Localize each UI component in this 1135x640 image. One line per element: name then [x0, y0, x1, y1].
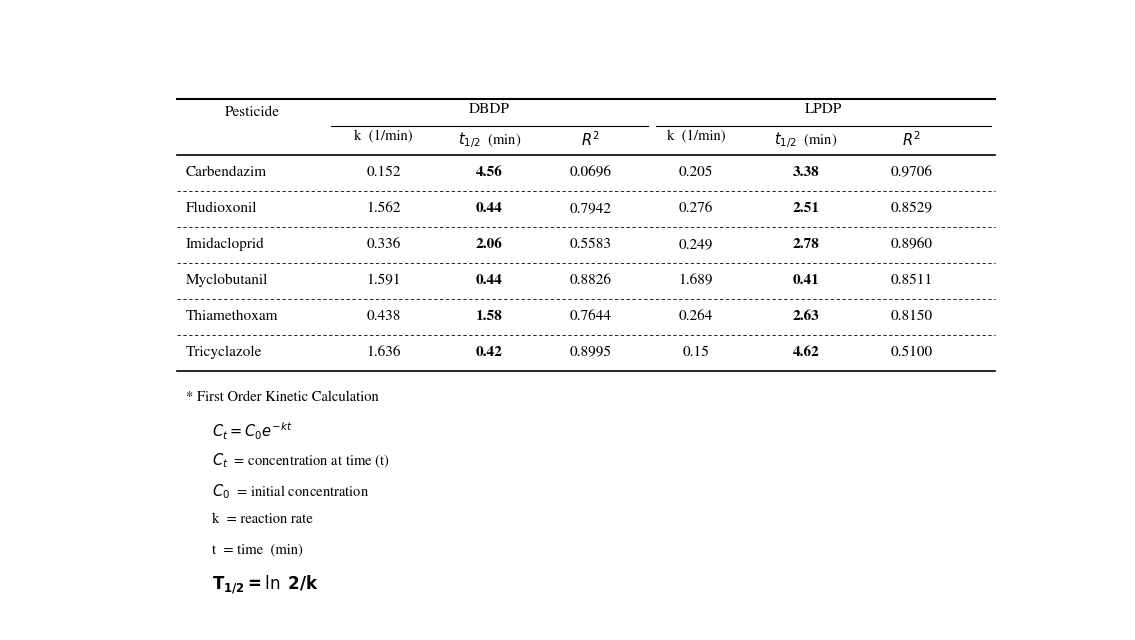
- Text: Imidacloprid: Imidacloprid: [186, 238, 264, 252]
- Text: 0.7942: 0.7942: [570, 202, 612, 215]
- Text: Myclobutanil: Myclobutanil: [186, 274, 268, 287]
- Text: $R^{2}$: $R^{2}$: [902, 130, 920, 148]
- Text: Carbendazim: Carbendazim: [186, 166, 267, 179]
- Text: * First Order Kinetic Calculation: * First Order Kinetic Calculation: [186, 390, 379, 404]
- Text: 0.438: 0.438: [367, 310, 401, 323]
- Text: 0.8529: 0.8529: [891, 202, 933, 215]
- Text: Tricyclazole: Tricyclazole: [186, 346, 262, 359]
- Text: 0.5100: 0.5100: [891, 346, 933, 359]
- Text: 0.249: 0.249: [679, 238, 713, 252]
- Text: $C_t = C_0 e^{-kt}$: $C_t = C_0 e^{-kt}$: [212, 420, 293, 442]
- Text: 0.0696: 0.0696: [570, 166, 612, 179]
- Text: k  = reaction rate: k = reaction rate: [212, 513, 313, 526]
- Text: 0.42: 0.42: [476, 346, 503, 359]
- Text: 0.5583: 0.5583: [570, 238, 612, 252]
- Text: 0.336: 0.336: [367, 238, 401, 252]
- Text: 0.8960: 0.8960: [891, 238, 933, 252]
- Text: 1.591: 1.591: [367, 274, 401, 287]
- Text: 0.41: 0.41: [792, 274, 819, 287]
- Text: DBDP: DBDP: [469, 103, 510, 116]
- Text: 2.63: 2.63: [792, 310, 819, 323]
- Text: k  (1/min): k (1/min): [354, 130, 413, 143]
- Text: 0.8511: 0.8511: [891, 274, 933, 287]
- Text: 4.56: 4.56: [476, 166, 503, 179]
- Text: LPDP: LPDP: [805, 103, 842, 116]
- Text: 1.562: 1.562: [367, 202, 401, 215]
- Text: Pesticide: Pesticide: [225, 106, 279, 119]
- Text: 0.8826: 0.8826: [570, 274, 612, 287]
- Text: t  = time  (min): t = time (min): [212, 543, 303, 556]
- Text: $C_t$  = concentration at time (t): $C_t$ = concentration at time (t): [212, 451, 390, 470]
- Text: $\mathbf{T_{1/2} = \ln\ 2/k}$: $\mathbf{T_{1/2} = \ln\ 2/k}$: [212, 573, 319, 596]
- Text: Thiamethoxam: Thiamethoxam: [186, 310, 278, 323]
- Text: 0.8150: 0.8150: [891, 310, 933, 323]
- Text: 0.44: 0.44: [476, 274, 503, 287]
- Text: $t_{1/2}$  (min): $t_{1/2}$ (min): [457, 130, 521, 150]
- Text: 2.51: 2.51: [792, 202, 819, 215]
- Text: 0.276: 0.276: [679, 202, 713, 215]
- Text: k  (1/min): k (1/min): [666, 130, 725, 143]
- Text: 2.78: 2.78: [792, 238, 819, 251]
- Text: Fludioxonil: Fludioxonil: [186, 202, 258, 215]
- Text: 0.7644: 0.7644: [570, 310, 612, 323]
- Text: 1.636: 1.636: [367, 346, 401, 359]
- Text: 0.8995: 0.8995: [570, 346, 612, 359]
- Text: 0.152: 0.152: [367, 166, 401, 179]
- Text: $t_{1/2}$  (min): $t_{1/2}$ (min): [774, 130, 838, 150]
- Text: 0.15: 0.15: [682, 346, 709, 359]
- Text: 0.9706: 0.9706: [891, 166, 933, 179]
- Text: 2.06: 2.06: [476, 238, 503, 251]
- Text: 4.62: 4.62: [792, 346, 819, 359]
- Text: 1.689: 1.689: [679, 274, 713, 287]
- Text: 3.38: 3.38: [792, 166, 819, 179]
- Text: 0.205: 0.205: [679, 166, 713, 179]
- Text: $C_0$  = initial concentration: $C_0$ = initial concentration: [212, 482, 370, 500]
- Text: 0.44: 0.44: [476, 202, 503, 215]
- Text: 0.264: 0.264: [679, 310, 713, 323]
- Text: 1.58: 1.58: [476, 310, 503, 323]
- Text: $R^{2}$: $R^{2}$: [581, 130, 599, 148]
